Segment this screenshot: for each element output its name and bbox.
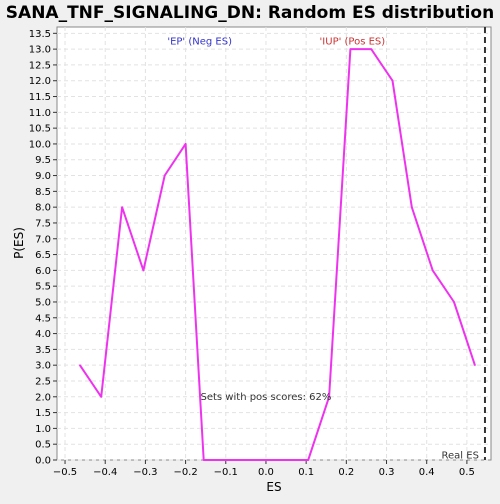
data-point [328, 395, 330, 398]
annotation-label: Sets with pos scores: 62% [201, 392, 332, 403]
y-tick-label: 2.0 [35, 392, 51, 403]
y-axis: 0.0 0.5 1.0 1.5 2.0 2.5 3.0 3.5 4.0 4.5 5.0 5.5 6.0 6… [29, 29, 57, 467]
data-point [184, 143, 187, 145]
x-tick-label: 0.3 [379, 467, 395, 478]
x-tick-label: 0.2 [338, 467, 354, 478]
y-tick-label: 5.5 [35, 282, 51, 293]
y-tick-label: 7.0 [35, 234, 51, 245]
x-axis: −0.5 −0.4 −0.3 −0.2 −0.1 0.0 0.1 0.2 0.3 0.4 0.5 [53, 460, 475, 478]
grid [57, 27, 491, 461]
y-tick-label: 1.0 [35, 424, 51, 435]
y-tick-label: 9.5 [35, 155, 51, 166]
x-tick-label: 0.4 [419, 467, 435, 478]
y-tick-label: 9.0 [35, 171, 51, 182]
y-tick-label: 11.0 [29, 108, 51, 119]
annotations: 'EP' (Neg ES) 'IUP' (Pos ES) Sets with pos… [167, 27, 486, 461]
y-tick-label: 5.0 [35, 297, 51, 308]
y-tick-label: 0.5 [35, 440, 51, 451]
data-point [453, 301, 455, 303]
y-tick-label: 13.0 [29, 45, 51, 56]
x-axis-label: ES [266, 480, 281, 494]
data-point [142, 269, 145, 272]
y-tick-label: 8.0 [35, 203, 51, 214]
data-point [391, 79, 394, 82]
plot-area [56, 26, 492, 461]
y-tick-label: 3.0 [35, 361, 51, 372]
data-point [370, 48, 373, 50]
data-point [245, 459, 247, 461]
y-tick-label: 8.5 [35, 187, 51, 198]
y-axis-label: P(ES) [12, 227, 26, 259]
y-tick-label: 12.5 [29, 60, 51, 71]
data-point [474, 364, 476, 366]
data-point [100, 395, 103, 398]
data-point [411, 206, 413, 208]
x-tick-label: 0.5 [459, 467, 475, 478]
x-tick-label: −0.3 [133, 467, 157, 478]
data-point [349, 48, 352, 50]
y-tick-label: 6.0 [35, 266, 51, 277]
data-point [79, 364, 81, 366]
series-line [79, 48, 476, 461]
data-point [121, 206, 123, 208]
chart-title: SANA_TNF_SIGNALING_DN: Random ES distrib… [6, 3, 494, 23]
y-tick-label: 1.5 [35, 408, 51, 419]
y-tick-label: 0.0 [35, 456, 51, 467]
x-tick-label: 0.1 [298, 467, 314, 478]
y-tick-label: 4.0 [35, 329, 51, 340]
y-tick-label: 2.5 [35, 376, 51, 387]
y-tick-label: 10.5 [29, 124, 51, 135]
y-tick-label: 3.5 [35, 345, 51, 356]
data-point [307, 459, 309, 461]
series [79, 48, 476, 461]
annotation-label: 'EP' (Neg ES) [167, 36, 232, 47]
annotation-label: Real ES [442, 450, 479, 461]
y-tick-label: 4.5 [35, 313, 51, 324]
y-tick-label: 12.0 [29, 76, 51, 87]
x-tick-label: −0.5 [53, 467, 77, 478]
x-tick-label: −0.1 [214, 467, 238, 478]
y-tick-label: 6.5 [35, 250, 51, 261]
x-tick-label: −0.2 [173, 467, 197, 478]
x-tick-label: 0.0 [258, 467, 274, 478]
x-tick-label: −0.4 [93, 467, 117, 478]
y-tick-label: 13.5 [29, 29, 51, 40]
data-point [202, 459, 205, 461]
y-tick-label: 11.5 [29, 92, 51, 103]
data-point [431, 269, 434, 272]
annotation-label: 'IUP' (Pos ES) [320, 36, 386, 47]
data-point [285, 459, 287, 461]
data-point [163, 174, 166, 177]
y-tick-label: 7.5 [35, 218, 51, 229]
y-tick-label: 10.0 [29, 139, 51, 150]
